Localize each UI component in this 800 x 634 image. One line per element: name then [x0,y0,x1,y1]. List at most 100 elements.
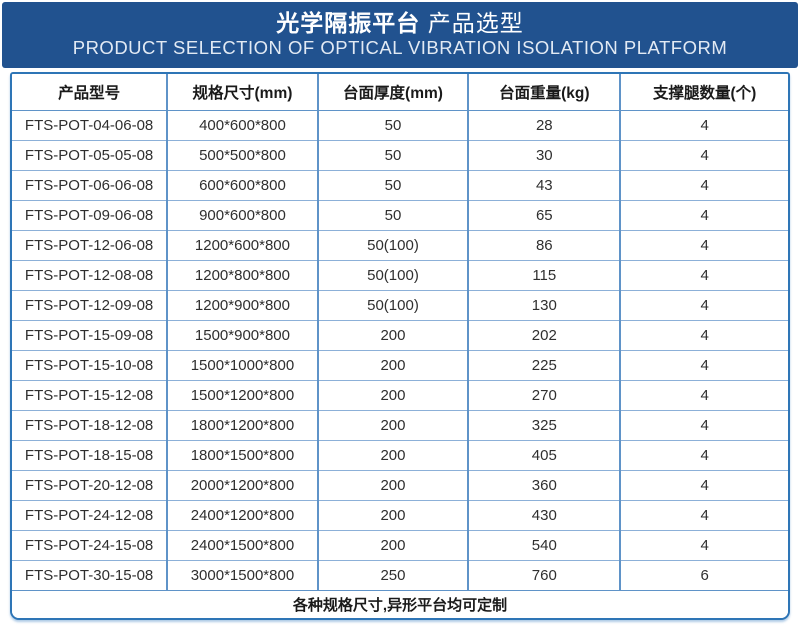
table-cell: FTS-POT-24-12-08 [12,500,169,531]
table-cell: FTS-POT-15-10-08 [12,350,169,381]
table-cell: FTS-POT-15-12-08 [12,380,169,411]
table-cell: 760 [468,560,622,591]
table-cell: 202 [468,320,622,351]
column-header-weight: 台面重量(kg) [468,74,622,111]
title-banner: 光学隔振平台 产品选型 PRODUCT SELECTION OF OPTICAL… [2,2,798,68]
table-cell: 325 [468,410,622,441]
table-cell: FTS-POT-24-15-08 [12,530,169,561]
table-cell: 900*600*800 [167,200,319,231]
table-cell: 4 [620,200,788,231]
table-cell: FTS-POT-04-06-08 [12,110,169,141]
table-cell: 200 [317,380,470,411]
table-cell: 4 [620,140,788,171]
table-footer-row: 各种规格尺寸,异形平台均可定制 [12,590,788,618]
table-cell: 2400*1200*800 [167,500,319,531]
table-cell: 4 [620,530,788,561]
table-cell: 200 [317,500,470,531]
table-cell: 4 [620,230,788,261]
table-cell: 200 [317,470,470,501]
table-row: FTS-POT-18-15-08 1800*1500*800 200 405 4 [12,440,788,471]
column-header-model: 产品型号 [12,74,169,111]
table-row: FTS-POT-24-15-08 2400*1500*800 200 540 4 [12,530,788,561]
title-selection-label: 产品选型 [427,10,524,37]
table-cell: 360 [468,470,622,501]
table-cell: 600*600*800 [167,170,319,201]
table-cell: 4 [620,260,788,291]
table-cell: 200 [317,530,470,561]
table-cell: 65 [468,200,622,231]
table-cell: FTS-POT-18-12-08 [12,410,169,441]
table-header: 产品型号 规格尺寸(mm) 台面厚度(mm) 台面重量(kg) 支撑腿数量(个) [12,74,788,111]
table-cell: 200 [317,350,470,381]
table-cell: 540 [468,530,622,561]
table-cell: 1500*1000*800 [167,350,319,381]
table-cell: 50(100) [317,260,470,291]
table-row: FTS-POT-09-06-08 900*600*800 50 65 4 [12,200,788,231]
table-cell: 270 [468,380,622,411]
table-cell: 200 [317,410,470,441]
table-cell: 30 [468,140,622,171]
table-cell: 200 [317,440,470,471]
table-cell: 4 [620,350,788,381]
column-header-thickness: 台面厚度(mm) [317,74,470,111]
table-cell: 1200*800*800 [167,260,319,291]
table-cell: 50 [317,200,470,231]
table-cell: 4 [620,500,788,531]
page-title-english: PRODUCT SELECTION OF OPTICAL VIBRATION I… [72,37,728,59]
table-cell: 200 [317,320,470,351]
table-cell: FTS-POT-12-09-08 [12,290,169,321]
table-cell: 50(100) [317,230,470,261]
table-cell: 50(100) [317,290,470,321]
table-cell: 1200*600*800 [167,230,319,261]
title-product-name: 光学隔振平台 [276,10,421,37]
table-cell: FTS-POT-06-06-08 [12,170,169,201]
table-footer: 各种规格尺寸,异形平台均可定制 [12,590,788,618]
table-header-row: 产品型号 规格尺寸(mm) 台面厚度(mm) 台面重量(kg) 支撑腿数量(个) [12,74,788,111]
table-cell: 3000*1500*800 [167,560,319,591]
table-cell: 6 [620,560,788,591]
table-cell: 2000*1200*800 [167,470,319,501]
table-cell: FTS-POT-20-12-08 [12,470,169,501]
table-cell: 86 [468,230,622,261]
table-row: FTS-POT-06-06-08 600*600*800 50 43 4 [12,170,788,201]
table-row: FTS-POT-12-06-08 1200*600*800 50(100) 86 4 [12,230,788,261]
table-cell: 405 [468,440,622,471]
table-row: FTS-POT-18-12-08 1800*1200*800 200 325 4 [12,410,788,441]
table-cell: 4 [620,110,788,141]
table-cell: FTS-POT-05-05-08 [12,140,169,171]
table-cell: FTS-POT-15-09-08 [12,320,169,351]
table-row: FTS-POT-12-09-08 1200*900*800 50(100) 130 4 [12,290,788,321]
table-cell: 2400*1500*800 [167,530,319,561]
product-table-frame: 产品型号 规格尺寸(mm) 台面厚度(mm) 台面重量(kg) 支撑腿数量(个)… [10,72,790,620]
table-cell: 4 [620,320,788,351]
table-cell: 250 [317,560,470,591]
table-cell: 4 [620,410,788,441]
table-row: FTS-POT-20-12-08 2000*1200*800 200 360 4 [12,470,788,501]
table-cell: 50 [317,110,470,141]
table-row: FTS-POT-04-06-08 400*600*800 50 28 4 [12,110,788,141]
table-cell: 500*500*800 [167,140,319,171]
table-cell: 115 [468,260,622,291]
table-cell: 4 [620,170,788,201]
table-cell: FTS-POT-18-15-08 [12,440,169,471]
table-body: FTS-POT-04-06-08 400*600*800 50 28 4 FTS-POT-… [12,110,788,591]
table-cell: 1800*1500*800 [167,440,319,471]
table-cell: 4 [620,380,788,411]
table-cell: 1800*1200*800 [167,410,319,441]
table-cell: FTS-POT-12-08-08 [12,260,169,291]
table-row: FTS-POT-15-09-08 1500*900*800 200 202 4 [12,320,788,351]
table-cell: 400*600*800 [167,110,319,141]
table-cell: FTS-POT-12-06-08 [12,230,169,261]
column-header-legs: 支撑腿数量(个) [620,74,788,111]
table-cell: 50 [317,140,470,171]
table-cell: FTS-POT-09-06-08 [12,200,169,231]
table-cell: 4 [620,290,788,321]
table-cell: 1200*900*800 [167,290,319,321]
table-row: FTS-POT-05-05-08 500*500*800 50 30 4 [12,140,788,171]
table-cell: 225 [468,350,622,381]
table-cell: 4 [620,440,788,471]
product-selection-table: 产品型号 规格尺寸(mm) 台面厚度(mm) 台面重量(kg) 支撑腿数量(个)… [12,74,788,618]
table-row: FTS-POT-15-10-08 1500*1000*800 200 225 4 [12,350,788,381]
table-cell: 430 [468,500,622,531]
